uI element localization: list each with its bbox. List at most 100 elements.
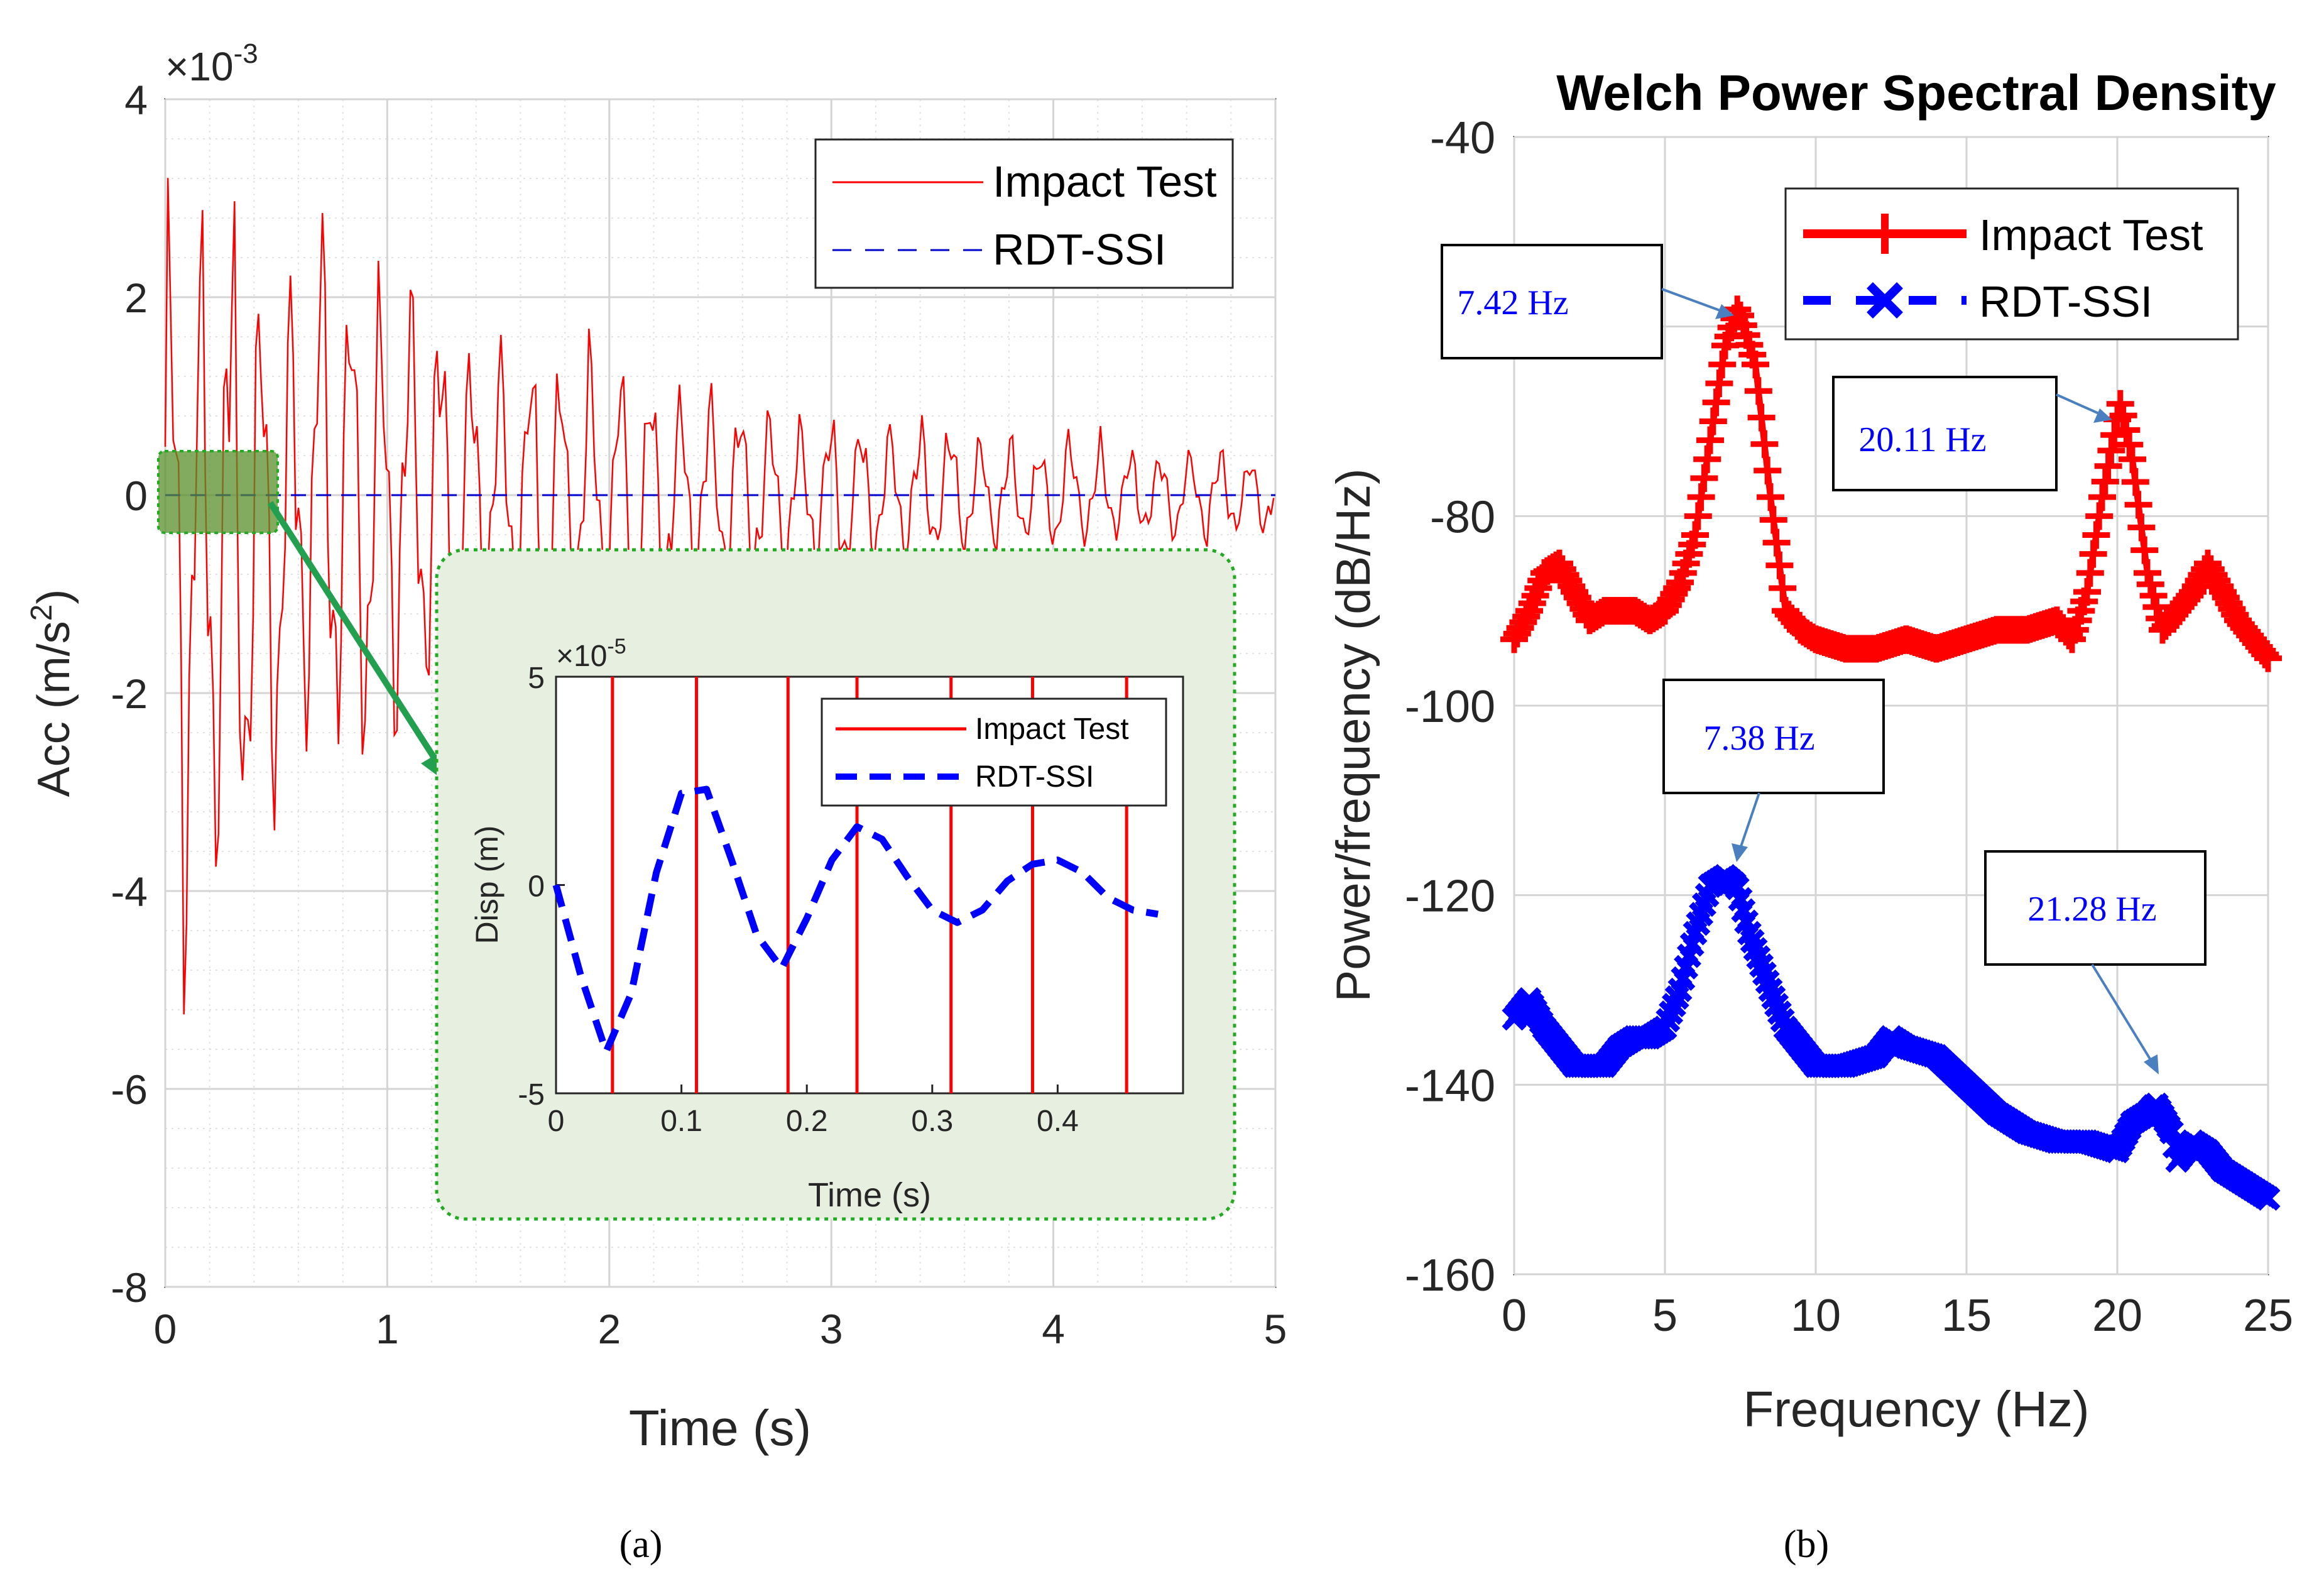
x-tick-label: 0 (1502, 1291, 1527, 1341)
panel-b-ticks: 0 5 10 15 20 25 -160 -140 -120 -100 -80 -40 (1405, 113, 2293, 1341)
data-point-marker (1681, 521, 1709, 549)
y-tick-label: -6 (111, 1066, 148, 1113)
panel-b-series-rdt-ssi (1502, 863, 2281, 1211)
annotation-21-28-arrow (2091, 963, 2153, 1063)
annotation-7-38-arrow (1739, 792, 1760, 849)
annotation-7-42: 7.42 Hz (1441, 244, 1734, 359)
x-tick-label: 25 (2243, 1291, 2293, 1341)
y-tick-label: -40 (1430, 113, 1495, 163)
inset-x-axis-label: Time (s) (808, 1176, 931, 1214)
y-tick-label: 4 (124, 77, 148, 123)
annotation-7-42-label: 7.42 Hz (1457, 283, 1568, 322)
inset-legend: Impact Test RDT-SSI (821, 697, 1167, 807)
data-point-marker (2097, 436, 2125, 464)
data-point-marker (2076, 559, 2104, 587)
data-point-marker (1512, 603, 1541, 631)
x-tick-label: 3 (820, 1306, 843, 1352)
panel-a-exponent: ×10-3 (165, 38, 258, 89)
panel-b-legend-rdt-marker (1867, 282, 1903, 319)
panel-b-series-impact-test (1500, 295, 2282, 672)
inset-series-rdt-ssi (552, 785, 1159, 1056)
inset-y-tick-label: 0 (528, 870, 545, 904)
panel-b-legend: Impact Test RDT-SSI (1784, 187, 2239, 341)
panel-a-highlight-region (157, 450, 279, 534)
data-point-marker (2091, 467, 2119, 496)
data-point-marker (2115, 430, 2144, 459)
data-point-marker (1765, 551, 1794, 579)
x-tick-label: 10 (1791, 1291, 1841, 1341)
data-point-marker (2079, 540, 2107, 568)
data-point-marker (2256, 1186, 2281, 1211)
data-point-marker (2055, 621, 2083, 650)
data-point-marker (2082, 521, 2110, 549)
data-point-marker (2088, 483, 2116, 511)
data-point-marker (1687, 483, 1715, 511)
data-point-marker (1684, 502, 1712, 530)
y-tick-label: -100 (1405, 682, 1495, 732)
inset-legend-box (821, 697, 1167, 807)
annotation-7-42-arrow (1661, 288, 1722, 312)
data-point-marker (1769, 574, 1797, 602)
panel-a-x-axis-label: Time (s) (629, 1400, 811, 1456)
data-point-marker (2100, 421, 2129, 449)
panel-b-chart: Welch Power Spectral Density 0 5 10 15 20 25 -… (1327, 65, 2293, 1566)
y-tick-label: 0 (124, 473, 148, 519)
y-tick-label: -8 (111, 1264, 148, 1311)
panel-b-x-axis-label: Frequency (Hz) (1743, 1381, 2089, 1437)
panel-a-legend-impact-label: Impact Test (993, 157, 1217, 206)
data-point-marker (1723, 295, 1752, 324)
data-point-marker (1696, 426, 1724, 454)
data-point-marker (2254, 644, 2282, 672)
annotation-20-11-label: 20.11 Hz (1858, 420, 1986, 459)
annotation-21-28-box (1984, 850, 2207, 966)
impact-test-line (164, 178, 1275, 1015)
panel-a-legend-rdt-label: RDT-SSI (993, 225, 1166, 274)
x-tick-label: 20 (2092, 1291, 2142, 1341)
annotation-7-38-arrowhead (1732, 843, 1748, 862)
data-point-marker (1699, 407, 1727, 435)
panel-a-legend-box (814, 138, 1234, 289)
y-tick-label: -120 (1405, 872, 1495, 922)
inset-y-tick-label: 5 (528, 662, 545, 695)
panel-b-caption: (b) (1784, 1523, 1829, 1566)
panel-a-series-impact-test (164, 178, 1275, 1015)
y-tick-label: -160 (1405, 1250, 1495, 1301)
data-point-marker (2130, 536, 2159, 564)
data-point-marker (1705, 369, 1733, 398)
data-point-marker (2127, 513, 2156, 542)
data-point-marker (1693, 445, 1721, 473)
y-tick-label: -4 (111, 868, 148, 915)
data-point-marker (2121, 468, 2149, 496)
annotation-7-42-arrowhead (1715, 304, 1734, 319)
annotation-20-11-arrow (2056, 393, 2102, 416)
annotation-7-38: 7.38 Hz (1662, 679, 1885, 862)
inset-legend-rdt-label: RDT-SSI (975, 760, 1094, 794)
data-point-marker (2119, 445, 2146, 473)
panel-a-legend: Impact Test RDT-SSI (814, 138, 1234, 289)
inset-ticks: 0 0.1 0.2 0.3 0.4-505 (518, 662, 1078, 1138)
inset-y-axis-label: Disp (m) (469, 826, 505, 944)
panel-a-caption: (a) (619, 1523, 663, 1566)
data-point-marker (2251, 640, 2279, 669)
data-point-marker (1702, 388, 1730, 417)
annotation-7-42-box (1441, 244, 1663, 359)
panel-a-ticks: 0 1 2 3 4 5 -8 -6 -4 -2 0 2 4 (111, 77, 1287, 1352)
data-point-marker (2073, 578, 2101, 606)
zoom-arrow (267, 501, 443, 768)
x-tick-label: 0 (154, 1306, 177, 1352)
data-point-marker (1759, 506, 1787, 534)
inset-legend-impact-label: Impact Test (975, 713, 1129, 746)
data-point-marker (1708, 351, 1737, 378)
annotation-20-11: 20.11 Hz (1832, 376, 2112, 491)
annotation-21-28-arrowhead (2144, 1054, 2159, 1074)
inset-panel: 0 0.1 0.2 0.3 0.4-505 ×10-5 Disp (m) Time (s… (435, 548, 1236, 1221)
data-point-marker (2094, 452, 2122, 480)
annotation-20-11-arrowhead (2093, 408, 2112, 423)
x-tick-label: 4 (1042, 1306, 1065, 1352)
y-tick-label: 2 (124, 275, 148, 321)
inset-y-tick-label: -5 (518, 1078, 545, 1112)
inset-exponent: ×10-5 (556, 635, 626, 673)
data-point-marker (1663, 574, 1691, 602)
annotation-21-28-label: 21.28 Hz (2027, 890, 2156, 929)
